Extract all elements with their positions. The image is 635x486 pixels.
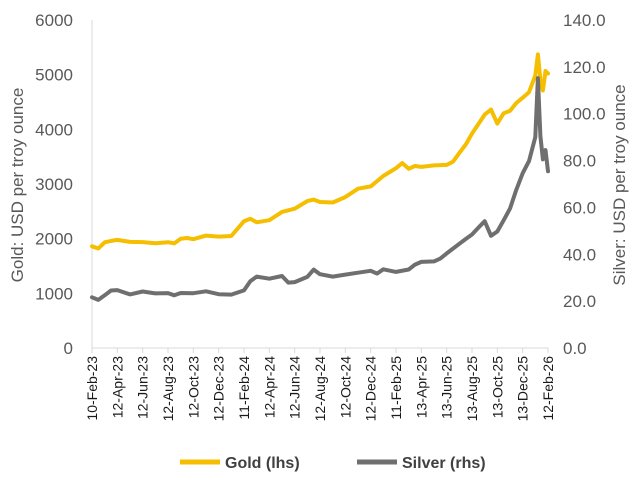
x-tick-label: 11-Feb-24 [236, 356, 252, 420]
y-right-tick-label: 60.0 [563, 198, 596, 217]
x-tick-label: 12-Dec-23 [211, 356, 227, 422]
x-tick-label: 10-Feb-23 [84, 356, 100, 421]
y-left-tick-label: 2000 [35, 230, 73, 249]
y-left-tick-label: 5000 [35, 66, 73, 85]
x-tick-label: 12-Apr-23 [109, 356, 125, 418]
x-tick-label: 12-Jun-23 [135, 356, 151, 419]
x-tick-label: 11-Feb-25 [388, 356, 404, 420]
x-tick-label: 13-Oct-25 [489, 356, 505, 418]
gold-series-line [90, 52, 550, 251]
y-left-tick-label: 1000 [35, 284, 73, 303]
x-tick-label: 12-Oct-23 [185, 356, 201, 418]
legend-silver-label: Silver (rhs) [402, 455, 486, 472]
y-axis-left-title: Gold: USD per troy ounce [8, 88, 27, 283]
y-axis-left-ticks: 0 1000 2000 3000 4000 5000 6000 [35, 11, 73, 358]
x-tick-label: 12-Apr-24 [261, 356, 277, 418]
x-axis-ticks: 10-Feb-23 12-Apr-23 12-Jun-23 12-Aug-23 12-O… [84, 348, 556, 421]
y-left-tick-label: 4000 [35, 120, 73, 139]
x-tick-label: 12-Dec-24 [363, 356, 379, 422]
y-right-tick-label: 0.0 [563, 339, 587, 358]
y-right-tick-label: 40.0 [563, 245, 596, 264]
y-right-tick-label: 120.0 [563, 58, 606, 77]
x-tick-label: 13-Dec-25 [515, 356, 531, 422]
y-right-tick-label: 140.0 [563, 11, 606, 30]
x-tick-label: 12-Feb-26 [540, 356, 556, 421]
y-left-tick-label: 3000 [35, 175, 73, 194]
y-right-tick-label: 100.0 [563, 105, 606, 124]
x-tick-label: 12-Aug-23 [160, 356, 176, 422]
silver-series-line [90, 76, 550, 302]
y-left-tick-label: 6000 [35, 11, 73, 30]
y-axis-right-ticks: 0.0 20.0 40.0 60.0 80.0 100.0 120.0 140.0 [563, 11, 606, 358]
x-tick-label: 12-Aug-24 [312, 356, 328, 422]
x-tick-label: 12-Jun-24 [287, 356, 303, 419]
x-tick-label: 12-Oct-24 [337, 356, 353, 418]
y-axis-right-title: Silver: USD per troy ounce [610, 84, 629, 285]
y-right-tick-label: 20.0 [563, 292, 596, 311]
legend: Gold (lhs) Silver (rhs) [180, 455, 486, 472]
y-left-tick-label: 0 [64, 339, 73, 358]
y-right-tick-label: 80.0 [563, 152, 596, 171]
series-layer [90, 52, 550, 302]
x-tick-label: 13-Apr-25 [413, 356, 429, 418]
legend-gold-label: Gold (lhs) [225, 455, 300, 472]
x-tick-label: 13-Aug-25 [464, 356, 480, 422]
x-tick-label: 13-Jun-25 [439, 356, 455, 419]
